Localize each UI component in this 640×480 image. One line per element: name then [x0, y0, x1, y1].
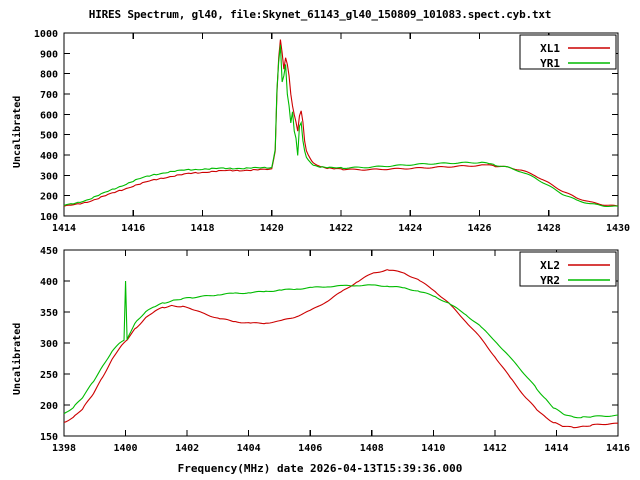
bottom-panel-series-xl2 [63, 269, 619, 429]
top-panel-xtick-label: 1418 [190, 223, 214, 234]
bottom-panel-ytick-label: 400 [40, 277, 58, 288]
top-panel-ytick-label: 600 [40, 110, 58, 121]
top-panel-legend-box [519, 34, 617, 70]
bottom-panel-series-yr2 [63, 281, 619, 419]
top-panel-ytick-label: 200 [40, 192, 58, 203]
bottom-panel-xtick-label: 1408 [360, 443, 384, 454]
bottom-panel-ytick-label: 450 [40, 246, 58, 257]
top-panel-ytick-label: 400 [40, 151, 58, 162]
top-panel-legend-label: YR1 [540, 57, 560, 70]
bottom-panel-xtick-label: 1406 [298, 443, 322, 454]
top-panel-ytick-label: 900 [40, 49, 58, 60]
top-panel-y-axis-label: Uncalibrated [12, 95, 23, 168]
top-panel-xtick-label: 1420 [260, 223, 284, 234]
top-panel-ytick-label: 100 [40, 212, 58, 223]
bottom-panel-xtick-label: 1402 [175, 443, 199, 454]
bottom-panel: 1398 1400 1402 1404 1406 1408 1410 1412 1414 1416… [40, 246, 630, 454]
bottom-panel-xtick-label: 1412 [483, 443, 507, 454]
top-panel-xtick-label: 1414 [52, 223, 76, 234]
bottom-panel-ytick-label: 150 [40, 432, 58, 443]
page-title: HIRES Spectrum, gl40, file:Skynet_61143_… [88, 8, 552, 21]
bottom-panel-xtick-label: 1404 [237, 443, 261, 454]
top-panel-legend-label: XL1 [540, 42, 560, 55]
bottom-panel-xtick-label: 1416 [606, 443, 630, 454]
bottom-panel-y-axis-label: Uncalibrated [12, 322, 23, 395]
bottom-panel-ytick-label: 200 [40, 401, 58, 412]
top-panel-ytick-label: 800 [40, 70, 58, 81]
top-panel-xtick-label: 1426 [467, 223, 491, 234]
bottom-panel-xtick-label: 1398 [52, 443, 76, 454]
bottom-panel-legend-label: XL2 [540, 259, 560, 272]
bottom-panel-xtick-label: 1400 [114, 443, 138, 454]
bottom-panel-xtick-label: 1414 [544, 443, 568, 454]
top-panel-xtick-label: 1422 [329, 223, 353, 234]
top-panel-ytick-label: 1000 [34, 29, 58, 40]
x-axis-label: Frequency(MHz) date 2026-04-13T15:39:36.… [177, 462, 463, 475]
bottom-panel-legend-box [519, 251, 617, 287]
top-panel-ytick-label: 300 [40, 171, 58, 182]
top-panel-series-xl1 [63, 39, 619, 207]
bottom-panel-ytick-label: 250 [40, 370, 58, 381]
top-panel: 1414 1416 1418 1420 1422 1424 1426 1428 1430 100 2… [34, 29, 630, 234]
top-panel-xtick-label: 1428 [537, 223, 561, 234]
top-panel-xtick-label: 1424 [398, 223, 422, 234]
bottom-panel-legend-label: YR2 [540, 274, 560, 287]
bottom-panel-xtick-label: 1410 [421, 443, 445, 454]
top-panel-ytick-label: 700 [40, 90, 58, 101]
top-panel-series-yr1 [63, 44, 619, 208]
bottom-panel-ytick-label: 350 [40, 308, 58, 319]
bottom-panel-ytick-label: 300 [40, 339, 58, 350]
top-panel-xtick-label: 1416 [121, 223, 145, 234]
top-panel-xtick-label: 1430 [606, 223, 630, 234]
top-panel-ytick-label: 500 [40, 131, 58, 142]
